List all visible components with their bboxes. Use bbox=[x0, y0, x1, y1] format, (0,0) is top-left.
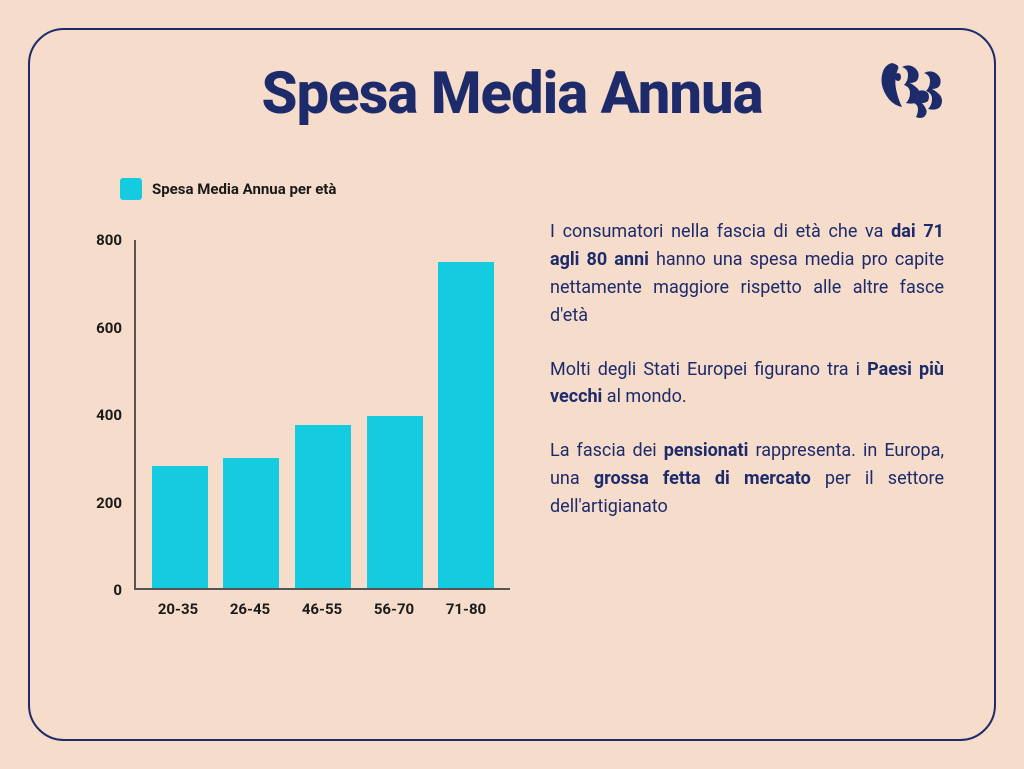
bar bbox=[438, 262, 494, 588]
chart-section: Spesa Media Annua per età 0200400600800 … bbox=[80, 178, 510, 620]
description-paragraph: I consumatori nella fascia di età che va… bbox=[550, 218, 944, 330]
y-tick-label: 600 bbox=[96, 319, 122, 337]
description-text: I consumatori nella fascia di età che va… bbox=[550, 178, 944, 620]
chart-legend: Spesa Media Annua per età bbox=[120, 178, 510, 200]
legend-swatch bbox=[120, 178, 142, 200]
x-tick-label: 20-35 bbox=[150, 594, 206, 620]
bar bbox=[152, 466, 208, 588]
x-tick-label: 26-45 bbox=[222, 594, 278, 620]
y-tick-label: 800 bbox=[96, 231, 122, 249]
bars-container bbox=[136, 240, 510, 588]
bar bbox=[223, 458, 279, 589]
x-axis-labels: 20-35 26-45 46-55 56-70 71-80 bbox=[134, 594, 510, 620]
y-tick-label: 400 bbox=[96, 406, 122, 424]
main-frame: Spesa Media Annua Spesa Media Annua per … bbox=[28, 28, 996, 741]
x-tick-label: 71-80 bbox=[438, 594, 494, 620]
x-tick-label: 46-55 bbox=[294, 594, 350, 620]
description-paragraph: La fascia dei pensionati rappresenta. in… bbox=[550, 437, 944, 521]
y-tick-label: 0 bbox=[113, 581, 122, 599]
bar bbox=[295, 425, 351, 588]
content-row: Spesa Media Annua per età 0200400600800 … bbox=[80, 178, 944, 620]
bar bbox=[367, 416, 423, 588]
description-paragraph: Molti degli Stati Europei figurano tra i… bbox=[550, 356, 944, 412]
bar-chart: 0200400600800 20-3526-4546-5556-7071-80 bbox=[90, 240, 510, 620]
page-title: Spesa Media Annua bbox=[261, 60, 762, 128]
y-tick-label: 200 bbox=[96, 494, 122, 512]
plot-area bbox=[134, 240, 510, 590]
y-axis: 0200400600800 bbox=[90, 240, 130, 590]
legend-label: Spesa Media Annua per età bbox=[152, 180, 336, 198]
x-tick-label: 56-70 bbox=[366, 594, 422, 620]
header: Spesa Media Annua bbox=[80, 60, 944, 128]
logo-icon bbox=[874, 55, 954, 125]
